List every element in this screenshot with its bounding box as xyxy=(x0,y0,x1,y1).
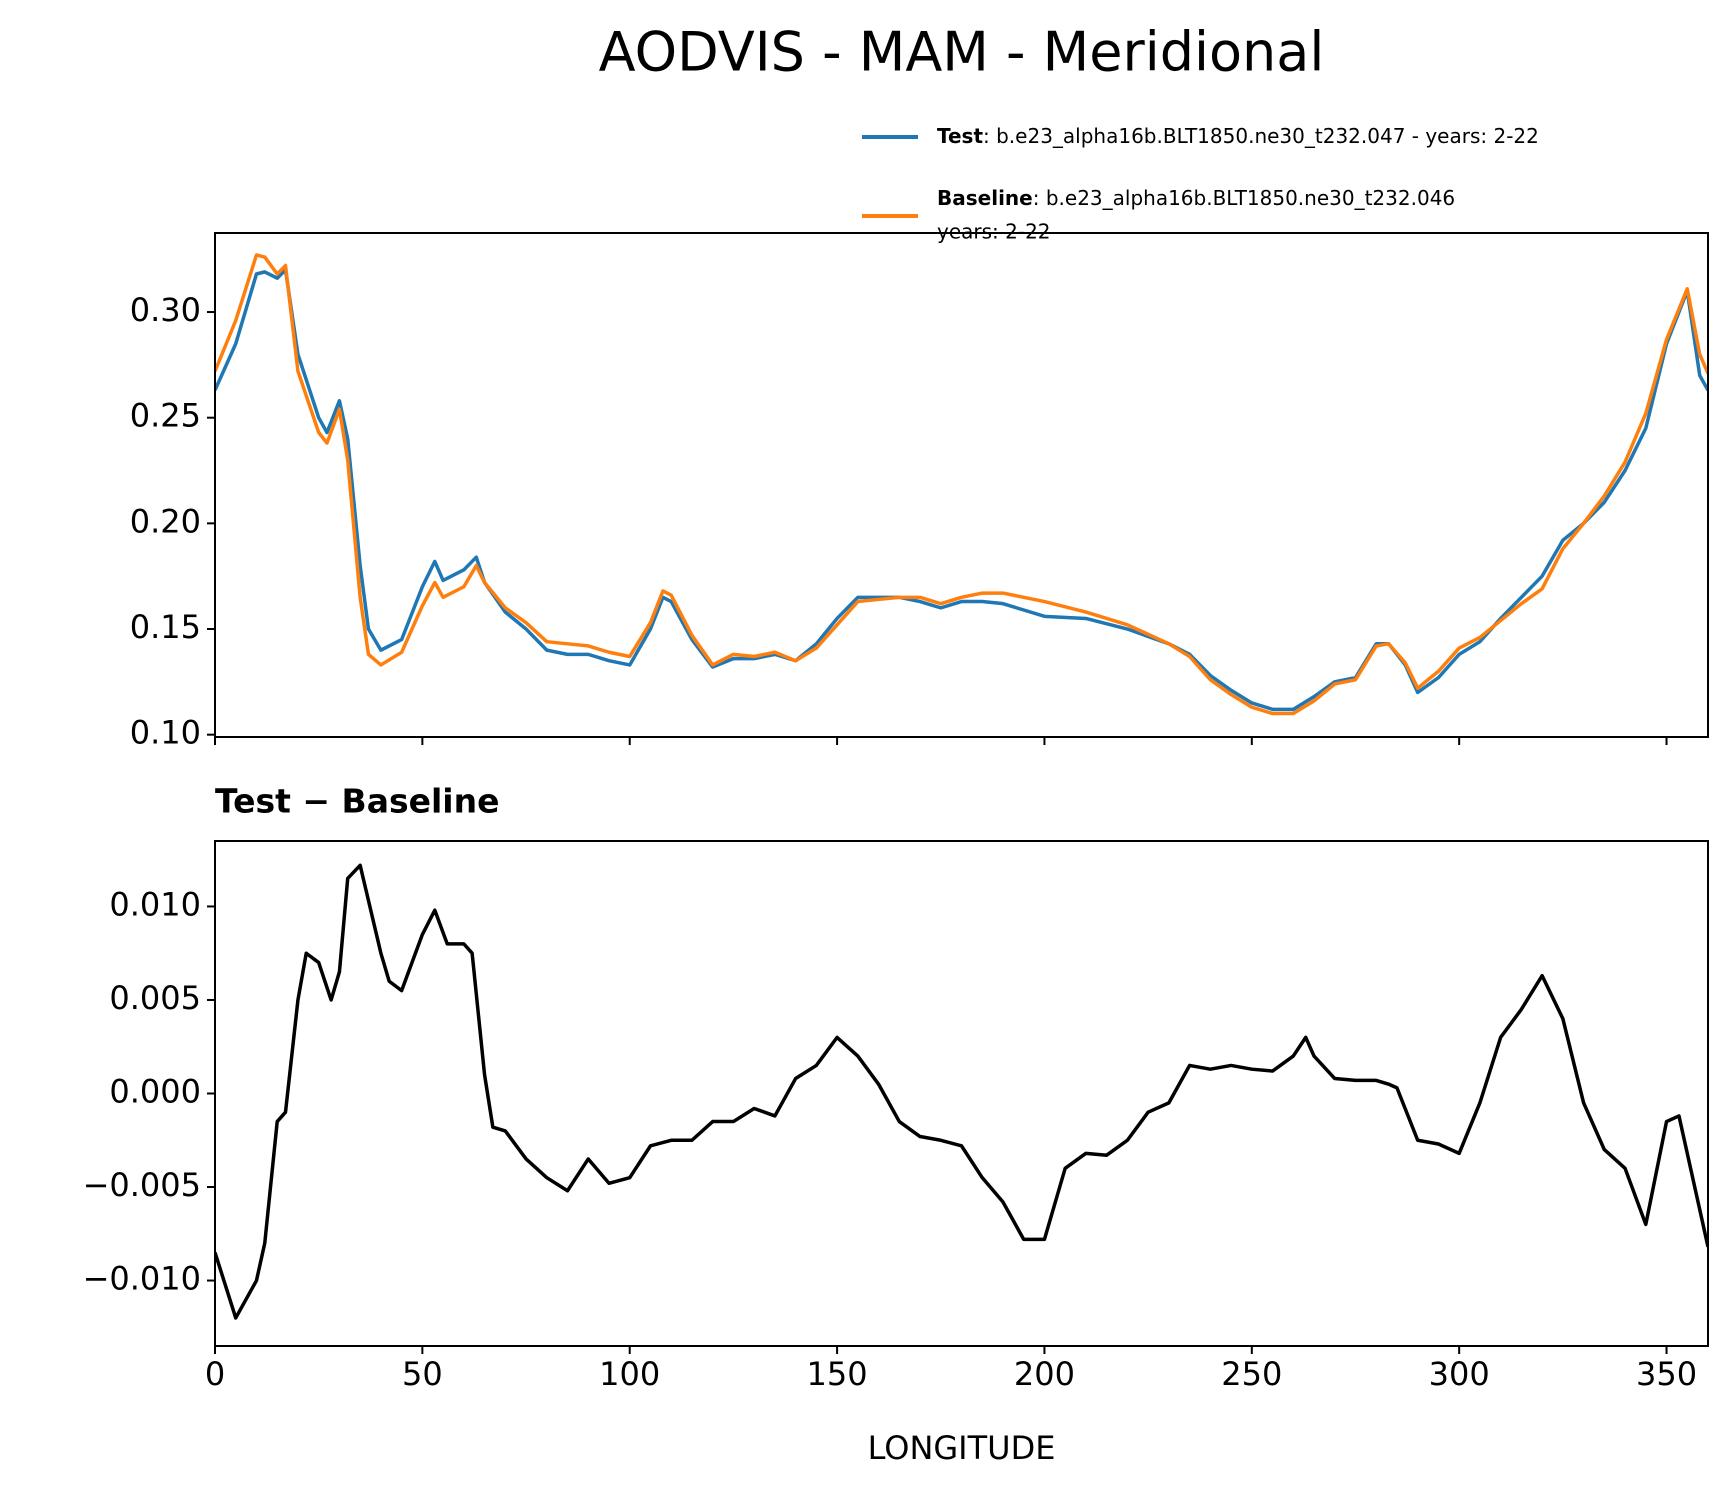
x-tick-label: 0 xyxy=(205,1355,225,1393)
x-tick-label: 300 xyxy=(1429,1355,1490,1393)
x-tick-label: 200 xyxy=(1014,1355,1075,1393)
x-tick-label: 100 xyxy=(599,1355,660,1393)
y-tick-label: −0.005 xyxy=(83,1166,201,1204)
y-tick-label: 0.005 xyxy=(109,979,201,1017)
legend-label: Baseline: b.e23_alpha16b.BLT1850.ne30_t2… xyxy=(937,186,1455,210)
y-tick-label: 0.010 xyxy=(109,885,201,923)
legend-label: Test: b.e23_alpha16b.BLT1850.ne30_t232.0… xyxy=(937,124,1539,148)
y-tick-label: −0.010 xyxy=(83,1260,201,1298)
x-tick-label: 150 xyxy=(807,1355,868,1393)
series-line xyxy=(215,863,1708,1320)
legend-name: Test xyxy=(937,124,983,148)
x-tick-label: 250 xyxy=(1221,1355,1282,1393)
y-tick-label: 0.10 xyxy=(130,714,201,752)
y-tick-label: 0.15 xyxy=(130,608,201,646)
axes-frame xyxy=(214,232,1709,738)
legend-text: : b.e23_alpha16b.BLT1850.ne30_t232.046 xyxy=(1033,186,1455,210)
series-line xyxy=(215,268,1708,712)
y-tick-label: 0.20 xyxy=(130,502,201,540)
axes-frame xyxy=(214,840,1709,1347)
chart-title: AODVIS - MAM - Meridional xyxy=(599,21,1325,84)
x-tick-label: 350 xyxy=(1636,1355,1697,1393)
y-tick-label: 0.000 xyxy=(109,1073,201,1111)
x-axis-label: LONGITUDE xyxy=(868,1429,1056,1467)
y-tick-label: 0.30 xyxy=(130,291,201,329)
series-line xyxy=(215,253,1708,716)
legend-name: Baseline xyxy=(937,186,1033,210)
axes-title: Test − Baseline xyxy=(215,782,500,821)
legend-text: : b.e23_alpha16b.BLT1850.ne30_t232.047 -… xyxy=(983,124,1539,148)
y-tick-label: 0.25 xyxy=(130,397,201,435)
legend-text: years: 2-22 xyxy=(937,220,1051,244)
x-tick-label: 50 xyxy=(402,1355,443,1393)
